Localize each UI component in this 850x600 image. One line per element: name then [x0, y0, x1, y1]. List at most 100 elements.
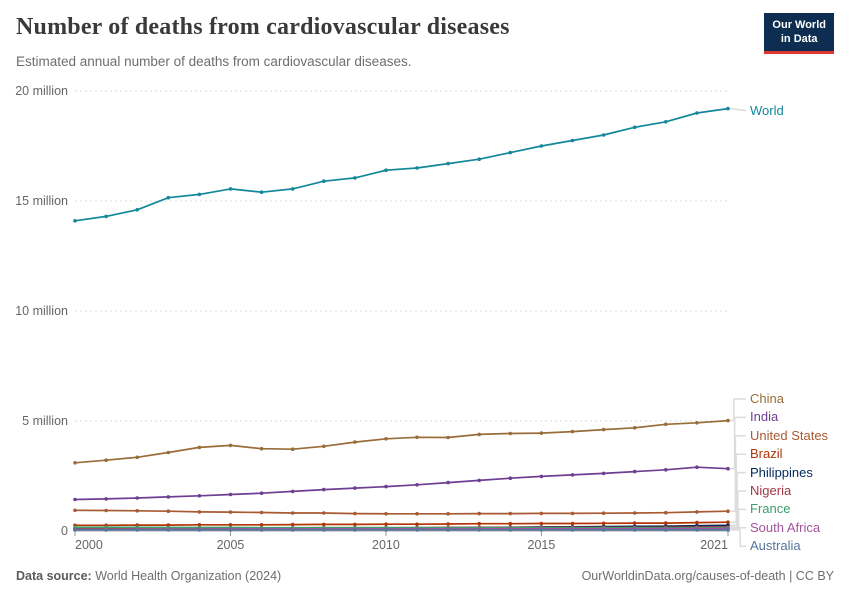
data-point-brazil	[322, 522, 326, 527]
data-point-brazil	[695, 520, 699, 525]
data-point-brazil	[570, 521, 575, 526]
data-point-brazil	[664, 521, 668, 525]
legend-label-brazil[interactable]: Brazil	[750, 446, 783, 462]
x-axis-label: 2021	[700, 538, 728, 552]
data-point-india	[664, 468, 668, 472]
data-point-united-states	[446, 512, 450, 516]
data-point-australia	[601, 528, 606, 532]
data-point-china	[290, 447, 295, 452]
data-point-australia	[415, 528, 419, 532]
data-point-united-states	[632, 511, 637, 515]
data-point-australia	[135, 528, 139, 532]
data-point-india	[166, 495, 171, 499]
data-point-china	[570, 429, 575, 434]
series-line-france[interactable]	[75, 526, 728, 529]
data-point-china	[415, 435, 419, 440]
data-point-world	[322, 179, 326, 183]
owid-logo: Our World in Data	[764, 13, 834, 54]
leader-line-united-states	[730, 435, 746, 512]
data-point-united-states	[322, 511, 326, 515]
data-point-india	[601, 471, 606, 476]
data-point-world	[477, 157, 482, 161]
data-point-china	[166, 450, 171, 455]
data-point-brazil	[632, 521, 637, 525]
data-point-australia	[353, 528, 357, 532]
legend-label-australia[interactable]: Australia	[750, 538, 801, 554]
data-point-australia	[197, 528, 202, 532]
x-axis-label: 2000	[75, 538, 103, 552]
data-point-china	[197, 445, 202, 450]
data-point-australia	[446, 528, 450, 532]
data-point-china	[508, 431, 513, 436]
data-point-australia	[726, 528, 730, 532]
series-line-world[interactable]	[74, 107, 729, 222]
legend-label-world[interactable]: World	[750, 102, 784, 118]
series-line-brazil[interactable]	[75, 521, 729, 527]
data-point-china	[353, 440, 357, 444]
leader-line-india	[730, 416, 746, 470]
y-axis-label: 5 million	[22, 414, 68, 428]
data-point-india	[477, 478, 482, 483]
legend-label-united-states[interactable]: United States	[750, 427, 829, 443]
x-axis-label: 2005	[216, 538, 245, 552]
legend-label-nigeria[interactable]: Nigeria	[750, 483, 792, 498]
data-point-united-states	[601, 511, 606, 515]
data-point-india	[384, 484, 388, 489]
legend-label-france[interactable]: France	[750, 501, 791, 517]
y-axis-label: 0	[61, 524, 68, 538]
data-point-china	[632, 426, 637, 430]
leader-line-nigeria	[730, 490, 746, 528]
footer-source: Data source: World Health Organization (…	[16, 569, 281, 583]
y-axis-label: 20 million	[15, 84, 68, 98]
data-point-united-states	[73, 508, 77, 513]
y-axis-label: 15 million	[15, 194, 68, 208]
data-point-world	[726, 106, 730, 111]
data-point-united-states	[477, 511, 482, 516]
series-line-india[interactable]	[74, 466, 729, 501]
series-line-united-states[interactable]	[74, 509, 729, 515]
data-point-india	[508, 476, 513, 481]
data-point-china	[601, 427, 606, 432]
data-point-china	[477, 432, 482, 437]
data-point-india	[695, 465, 699, 470]
data-point-brazil	[726, 520, 730, 524]
data-point-australia	[104, 528, 108, 532]
data-point-brazil	[259, 523, 264, 527]
data-point-world	[664, 120, 668, 124]
data-point-brazil	[384, 522, 388, 526]
data-point-australia	[695, 528, 699, 532]
data-point-australia	[664, 528, 668, 532]
data-point-united-states	[695, 510, 699, 514]
data-point-india	[570, 473, 575, 477]
data-point-china	[104, 458, 108, 463]
data-point-brazil	[415, 522, 419, 526]
data-point-india	[259, 491, 264, 496]
data-point-united-states	[290, 511, 295, 515]
data-point-united-states	[228, 510, 233, 514]
page-title: Number of deaths from cardiovascular dis…	[16, 14, 510, 40]
series-line-china[interactable]	[74, 419, 729, 464]
data-point-china	[322, 444, 326, 449]
data-point-brazil	[290, 522, 295, 527]
data-point-world	[539, 144, 544, 148]
data-point-united-states	[664, 510, 668, 515]
data-point-india	[104, 497, 108, 501]
legend-label-china[interactable]: China	[750, 391, 784, 406]
data-point-brazil	[446, 522, 450, 526]
footer: Data source: World Health Organization (…	[16, 569, 834, 583]
data-point-australia	[384, 528, 388, 532]
footer-credit[interactable]: OurWorldinData.org/causes-of-death | CC …	[581, 569, 834, 583]
data-point-brazil	[477, 521, 482, 526]
leader-line-australia	[730, 529, 746, 547]
data-point-india	[726, 466, 730, 471]
data-point-china	[384, 437, 388, 441]
data-point-india	[539, 474, 544, 479]
legend-label-south-africa[interactable]: South Africa	[750, 519, 821, 535]
data-point-united-states	[726, 509, 730, 513]
data-point-india	[135, 496, 139, 500]
data-point-world	[446, 161, 450, 166]
data-point-brazil	[228, 523, 233, 527]
legend-label-india[interactable]: India	[750, 409, 779, 425]
legend-label-philippines[interactable]: Philippines	[750, 464, 813, 480]
